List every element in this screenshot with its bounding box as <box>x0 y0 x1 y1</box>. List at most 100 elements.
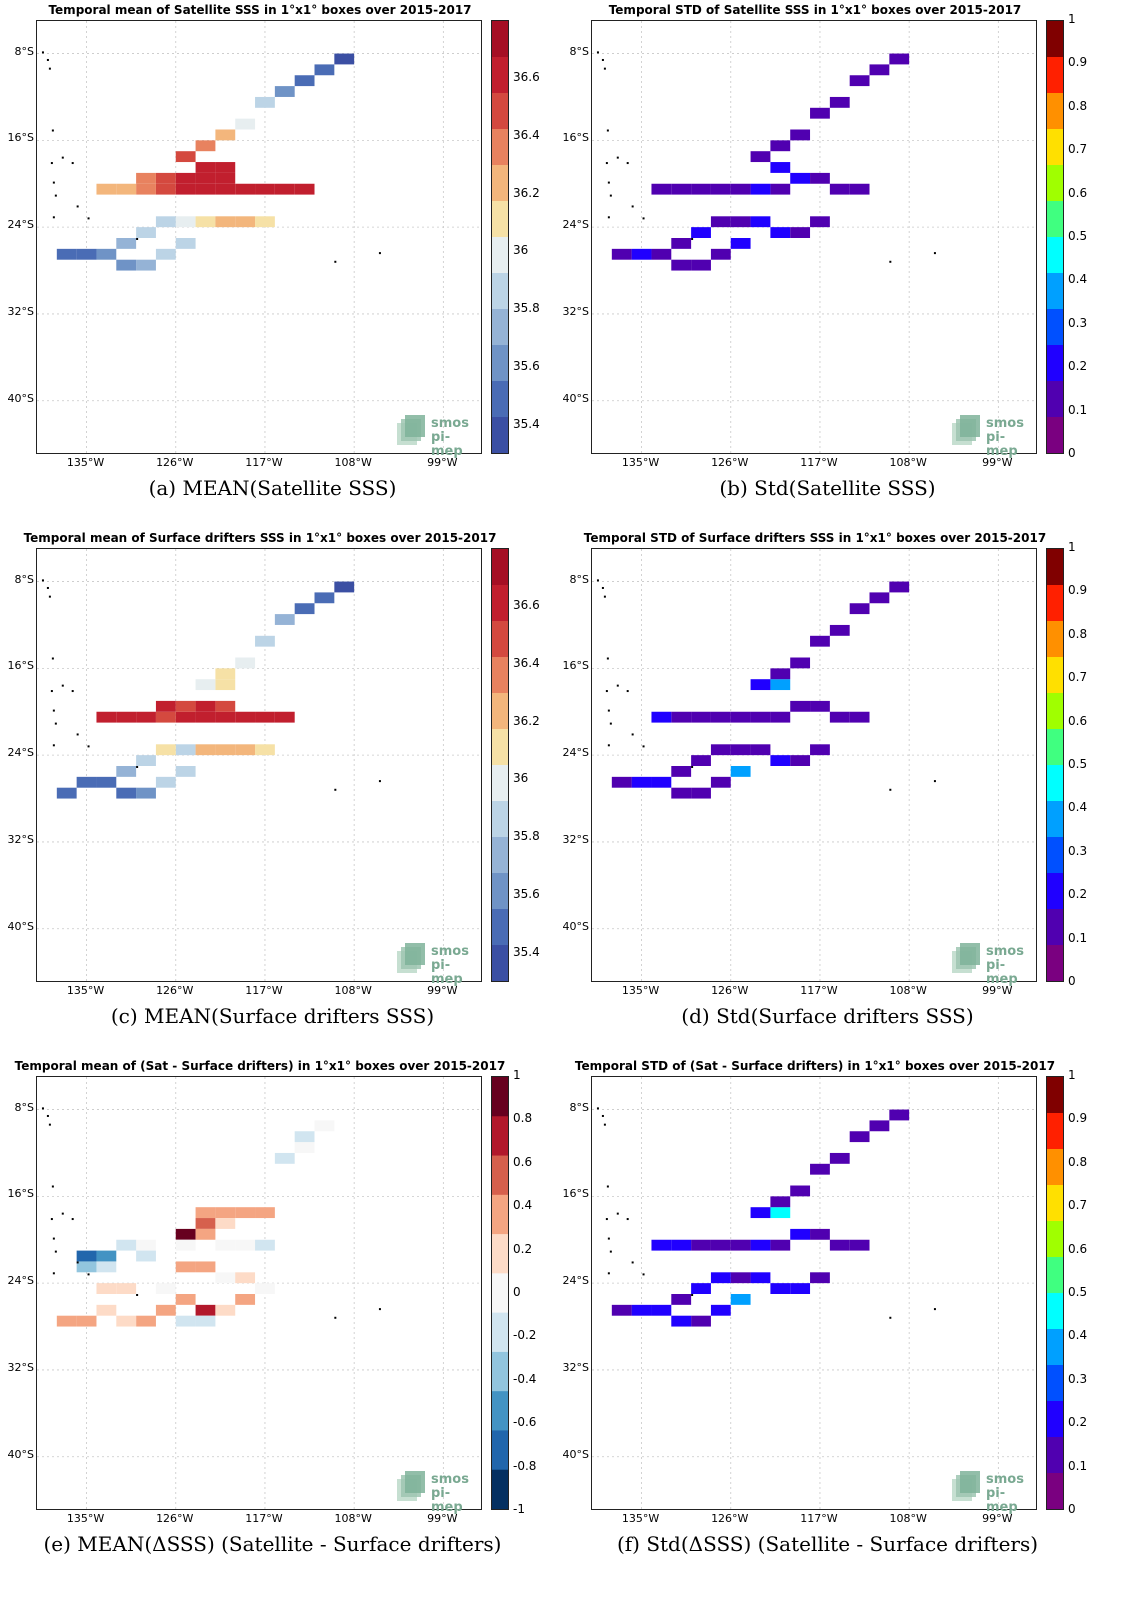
colorbar-tick-label: 36 <box>513 771 529 786</box>
grid-cell <box>730 1294 751 1305</box>
colorbar-step <box>492 93 508 130</box>
lon-tick-label: 108°W <box>334 456 372 469</box>
island-dot <box>378 780 381 783</box>
grid-cell <box>730 1272 751 1284</box>
grid-cell <box>790 700 811 712</box>
grid-cell <box>76 1315 97 1327</box>
lat-tick-label: 8°S <box>14 44 34 58</box>
grid-cell <box>155 248 176 260</box>
colorbar-tick-label: 0.1 <box>1068 402 1088 417</box>
colorbar-step <box>1047 1293 1063 1330</box>
grid-cell <box>175 151 196 163</box>
colorbar-tick-label: 0.6 <box>1068 185 1088 200</box>
colorbar-step <box>492 1351 508 1392</box>
colorbar-tick-label: 0.5 <box>1068 757 1088 771</box>
colorbar-tick-label: 0.4 <box>1068 1328 1088 1343</box>
colorbar-step <box>492 1430 508 1471</box>
colorbar-step <box>1047 417 1063 453</box>
colorbar-step <box>492 1155 508 1196</box>
grid-cell <box>314 592 335 604</box>
grid-cell <box>710 1239 731 1251</box>
colorbar-step <box>492 273 508 310</box>
island-dot <box>378 1308 381 1311</box>
grid-cell <box>195 1228 216 1240</box>
grid-cell <box>770 140 791 152</box>
grid-cell <box>175 238 196 249</box>
colorbar-tick-label: 0 <box>1068 446 1076 460</box>
grid-cell <box>235 183 256 195</box>
lat-tick-label: 24°S <box>7 746 34 760</box>
island-dot <box>54 1250 57 1253</box>
colorbar-tick-label: 0.1 <box>1068 1458 1088 1473</box>
grid-cell <box>155 776 176 788</box>
colorbar-step <box>1047 1437 1063 1474</box>
lon-tick-label: 99°W <box>427 984 458 997</box>
grid-cell <box>195 216 216 228</box>
grid-cell <box>136 172 156 184</box>
grid-cell <box>274 711 295 723</box>
logo-text-smos: smos <box>986 416 1024 431</box>
map-plot <box>592 549 1036 981</box>
island-dot <box>596 1107 599 1110</box>
lon-tick-label: 117°W <box>800 456 838 469</box>
grid-cell <box>750 679 771 691</box>
colorbar-step <box>1047 729 1063 766</box>
grid-cell <box>829 1239 850 1251</box>
colorbar-step <box>1047 165 1063 202</box>
island-dot <box>61 156 64 159</box>
colorbar <box>1046 1076 1064 1510</box>
grid-cell <box>730 711 751 723</box>
island-dot <box>607 216 610 219</box>
grid-cell <box>334 581 355 593</box>
island-dot <box>61 684 64 687</box>
grid-cell <box>215 162 236 173</box>
grid-cell <box>730 1239 751 1251</box>
colorbar-tick-label: 0.9 <box>1068 55 1088 70</box>
lon-tick-label: 126°W <box>156 984 194 997</box>
logo-text-pimep: pi-mep <box>986 1486 1018 1515</box>
colorbar-step <box>1047 1113 1063 1150</box>
logo-layer <box>960 943 980 965</box>
grid-cell <box>76 776 97 788</box>
grid-cell <box>314 64 335 76</box>
colorbar-tick-label: 0.6 <box>1068 713 1088 728</box>
colorbar-step <box>1047 1149 1063 1186</box>
colorbar-step <box>1047 801 1063 838</box>
grid-cell <box>96 776 117 788</box>
lon-tick-label: 99°W <box>982 1512 1013 1525</box>
island-dot <box>596 51 599 54</box>
island-dot <box>889 260 892 263</box>
grid-cell <box>750 744 771 756</box>
colorbar-tick-label: 0.2 <box>1068 887 1088 902</box>
map-plot <box>592 21 1036 453</box>
lat-tick-label: 32°S <box>562 1360 589 1374</box>
island-dot <box>41 1107 44 1110</box>
smos-logo-icon <box>397 943 425 973</box>
logo-text-pimep: pi-mep <box>986 958 1018 987</box>
colorbar-tick-label: 0.2 <box>513 1241 533 1256</box>
grid-cell <box>274 614 295 625</box>
grid-cell <box>215 700 236 712</box>
colorbar-step <box>1047 657 1063 694</box>
grid-cell <box>869 592 890 604</box>
grid-cell <box>215 1218 236 1229</box>
colorbar-scale <box>1047 1077 1063 1509</box>
lon-tick-label: 117°W <box>800 1512 838 1525</box>
colorbar-step <box>1047 837 1063 874</box>
island-dot <box>609 722 612 725</box>
lon-tick-label: 135°W <box>66 456 105 469</box>
island-dot <box>605 1218 608 1221</box>
map-plot <box>37 21 481 453</box>
grid-cell <box>810 216 830 228</box>
grid-cell <box>869 1120 890 1132</box>
grid-cell <box>116 711 137 723</box>
grid-cell <box>889 53 910 65</box>
colorbar-tick-label: 0.3 <box>1068 1371 1088 1386</box>
lon-tick-label: 99°W <box>427 1512 458 1525</box>
chart-title: Temporal STD of Satellite SSS in 1°x1° b… <box>608 3 1022 17</box>
grid-cell <box>671 1239 692 1251</box>
colorbar-tick-label: 1 <box>1068 1068 1076 1082</box>
grid-cell <box>810 635 830 647</box>
lat-tick-label: 32°S <box>562 304 589 318</box>
grid-cell <box>671 787 692 799</box>
